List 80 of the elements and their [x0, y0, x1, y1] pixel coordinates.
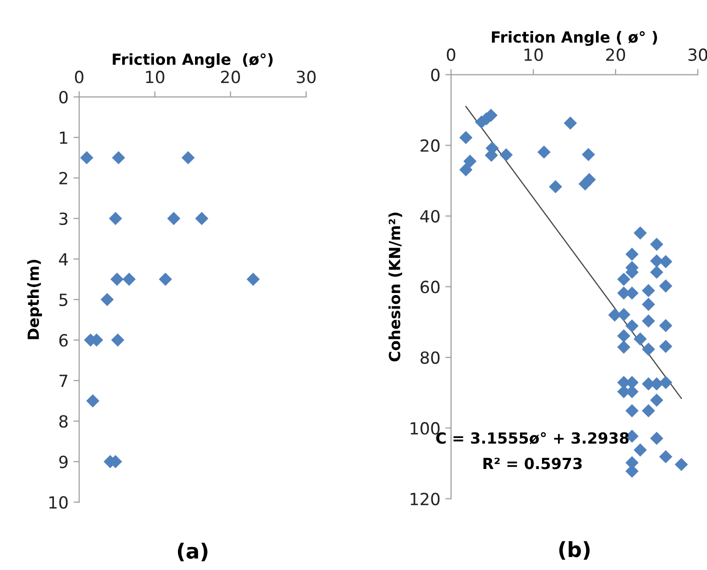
point: [659, 255, 672, 268]
point: [111, 333, 124, 347]
point: [459, 130, 472, 144]
point: [625, 248, 639, 261]
point: [537, 145, 551, 159]
point: [674, 458, 688, 472]
point: [459, 163, 472, 176]
point: [617, 329, 630, 342]
y-tick-label: 7: [60, 374, 68, 387]
point: [659, 279, 672, 293]
point: [108, 212, 122, 226]
x-tick-label: 0: [74, 70, 84, 84]
point: [100, 292, 114, 306]
x-axis-title: Friction Angle ( ø° ): [492, 30, 658, 46]
y-tick-label: 1: [60, 132, 68, 144]
point: [650, 394, 664, 407]
x-tick-label: 30: [688, 48, 707, 62]
y-tick-label: 8: [59, 415, 68, 428]
point: [195, 212, 208, 226]
y-tick-label: 0: [59, 90, 68, 104]
x-tick-label: 30: [296, 70, 316, 84]
y-tick-label: 40: [420, 210, 440, 223]
point: [650, 432, 664, 445]
x-tick-label: 10: [524, 48, 543, 62]
point: [617, 308, 630, 322]
point: [625, 404, 639, 418]
point: [463, 154, 477, 168]
point: [634, 226, 647, 240]
point: [659, 450, 672, 464]
point: [650, 238, 664, 251]
y-tick-label: 80: [420, 351, 440, 364]
y-tick-label: 4: [58, 253, 68, 266]
x-tick-label: 0: [446, 48, 456, 62]
point: [642, 298, 656, 311]
point: [500, 148, 513, 162]
point: [246, 272, 260, 286]
point: [642, 404, 656, 418]
annotation: R² = 0.5973: [483, 458, 582, 470]
x-tick-label: 20: [221, 70, 240, 84]
y-tick-label: 2: [59, 172, 68, 184]
point: [625, 464, 639, 478]
point: [86, 394, 100, 408]
y-tick-label: 60: [420, 280, 440, 294]
point: [110, 272, 124, 286]
point: [182, 151, 195, 164]
x-tick-label: 10: [146, 70, 164, 84]
point: [80, 151, 94, 164]
point: [548, 180, 562, 194]
point: [634, 332, 647, 346]
point: [582, 148, 596, 162]
y-tick-label: 6: [59, 334, 68, 347]
point: [659, 318, 672, 332]
y-tick-label: 9: [59, 456, 68, 468]
point: [642, 284, 656, 298]
x-tick-label: 20: [606, 48, 626, 62]
y-axis-title: Depth(m): [27, 260, 42, 340]
point: [617, 272, 630, 286]
y-tick-label: 10: [49, 496, 68, 509]
text: (b): [559, 541, 590, 560]
y-tick-label: 120: [410, 492, 440, 506]
y-tick-label: 20: [420, 139, 440, 152]
point: [167, 212, 180, 226]
y-tick-label: 5: [59, 294, 68, 306]
point: [112, 151, 126, 164]
point: [122, 272, 136, 286]
point: [642, 342, 656, 356]
point: [650, 266, 664, 279]
point: [634, 443, 647, 457]
point: [625, 319, 639, 333]
y-tick-label: 3: [59, 212, 68, 226]
text: (a): [178, 542, 208, 562]
point: [564, 116, 577, 130]
point: [659, 376, 672, 390]
y-axis-title: Cohesion (KN/m²): [388, 212, 402, 362]
point: [158, 272, 172, 286]
point: [617, 340, 630, 354]
x-axis-title: Friction Angle (ø°): [112, 53, 273, 68]
point: [582, 173, 596, 186]
point: [642, 314, 656, 328]
point: [659, 340, 672, 354]
